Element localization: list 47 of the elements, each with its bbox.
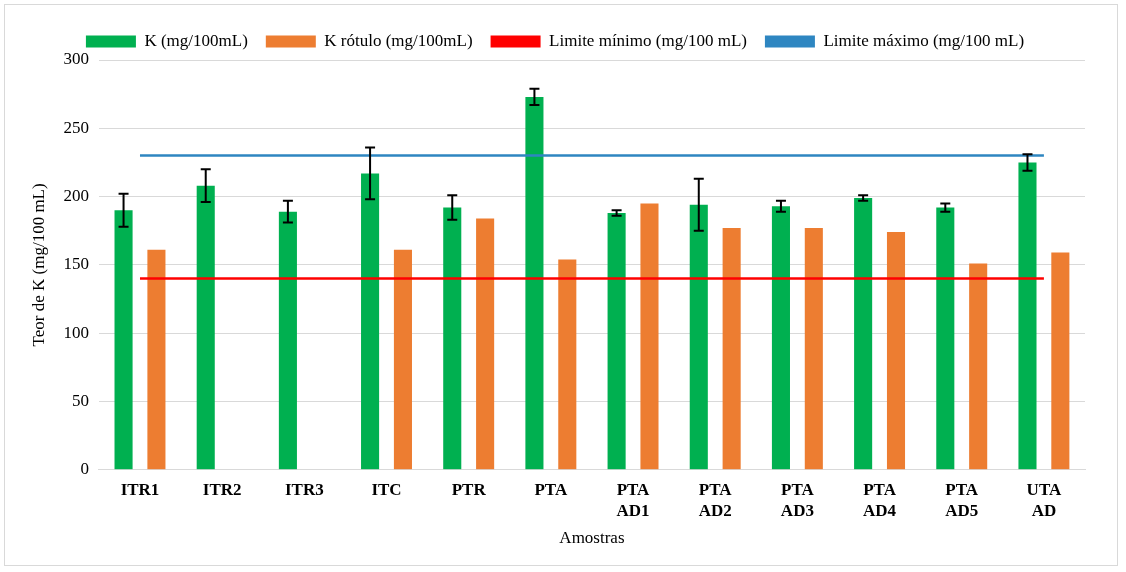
x-tick-label: PTR (451, 480, 487, 500)
bar (689, 204, 708, 470)
x-tick-label: ITR3 (284, 480, 324, 500)
legend-label: Limite máximo (mg/100 mL) (823, 30, 1025, 50)
x-tick-label: PTA AD5 (945, 480, 979, 520)
bar (607, 212, 626, 470)
x-tick-label: ITR1 (120, 480, 160, 500)
bar (886, 232, 906, 470)
y-tick-label: 300 (63, 49, 89, 69)
x-tick-label: PTA AD1 (616, 480, 651, 520)
bar (393, 249, 412, 470)
bar (1051, 252, 1070, 470)
x-tick-label: UTA AD (1026, 480, 1062, 520)
bar (147, 249, 166, 470)
bar (771, 206, 790, 470)
y-tick-label: 0 (80, 459, 89, 479)
bar (936, 207, 955, 470)
y-tick-label: 200 (63, 186, 89, 206)
x-tick-label: ITC (371, 480, 402, 500)
x-axis-title: Amostras (559, 528, 625, 548)
x-tick-label: PTA AD2 (698, 480, 733, 520)
y-tick-label: 100 (63, 322, 89, 342)
bar (1018, 162, 1037, 470)
y-tick-label: 250 (63, 117, 89, 137)
bar (196, 185, 215, 470)
bar (804, 228, 823, 470)
bar (476, 218, 495, 470)
bar (640, 203, 659, 470)
y-tick-label: 150 (63, 254, 89, 274)
bar (114, 210, 133, 470)
bar (361, 173, 380, 470)
bar (525, 96, 544, 470)
bar (969, 263, 988, 470)
legend-label: K (mg/100mL) (144, 30, 248, 50)
x-tick-label: ITR2 (202, 480, 242, 500)
legend-label: Limite mínimo (mg/100 mL) (549, 30, 747, 50)
x-tick-label: PTA (534, 480, 568, 500)
bar (443, 207, 462, 470)
legend-label: K rótulo (mg/100mL) (324, 30, 473, 50)
x-tick-label: PTA AD4 (863, 480, 897, 520)
x-tick-label: PTA AD3 (780, 480, 815, 520)
bar (558, 259, 577, 470)
bar (278, 211, 297, 470)
bar (854, 197, 873, 470)
y-axis-title: Teor de K (mg/100 mL) (28, 183, 48, 347)
bar (722, 228, 741, 470)
y-tick-label: 50 (71, 390, 89, 410)
